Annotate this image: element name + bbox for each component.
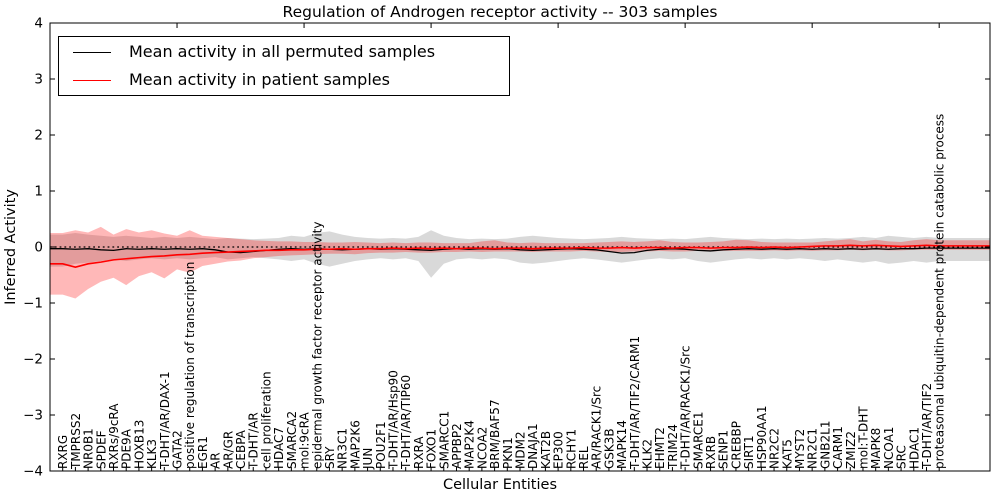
category-label: SMARCA2 [285,411,299,469]
y-axis-label: Inferred Activity [3,189,19,305]
category-label: KLK2 [641,439,655,469]
category-label: CARM1 [831,426,845,469]
category-label: RXRA [412,436,426,469]
category-label: HDAC1 [907,427,921,469]
category-label: CREBBP [729,421,743,469]
category-label: NR3C1 [336,428,350,469]
category-label: MAPK8 [869,428,883,469]
y-tick-label: −3 [23,408,43,424]
y-tick-label: 4 [34,16,43,32]
permuted-line-icon [73,51,111,53]
category-labels: RXRGTMPRSS2NR0B1SPDEFRXRs/9cRAPDE9AHOXB1… [56,114,946,470]
category-label: SRC [895,445,909,469]
category-label: KAT2B [539,431,553,469]
category-label: REL [577,446,591,469]
category-label: EHMT2 [653,427,667,469]
x-axis-label: Cellular Entities [442,477,558,493]
legend-item-patient: Mean activity in patient samples [73,68,509,92]
y-tick-label: 3 [34,72,43,88]
category-label: AR [209,452,223,469]
category-label: HSP90AA1 [755,405,769,469]
category-label: HDAC7 [272,427,286,469]
y-tick-label: 2 [34,128,43,144]
category-label: NR0B1 [82,428,96,469]
category-label: JUN [361,448,375,470]
category-label: APPBP2 [450,423,464,469]
category-label: positive regulation of transcription [183,262,197,469]
category-label: RXRG [56,435,70,469]
category-label: TMPRSS2 [69,413,83,470]
category-label: T-DHT/AR/DAX-1 [158,371,172,470]
y-tick-label: −2 [23,352,43,368]
category-label: RXRs/9cRA [107,403,121,469]
category-label: DNAJA1 [526,423,540,469]
category-label: POU2F1 [374,421,388,469]
category-label: SMARCC1 [437,411,451,469]
legend-item-permuted: Mean activity in all permuted samples [73,40,509,64]
category-label: T-DHT/AR/TIF2/CARM1 [628,336,642,470]
category-label: ZMIZ2 [844,431,858,469]
category-label: T-DHT/AR/TIP60 [399,375,413,470]
category-label: FOXO1 [425,429,439,469]
patient-band [50,226,990,299]
category-label: RCHY1 [564,429,578,469]
category-label: SPDEF [94,430,108,469]
category-label: NR2C2 [768,428,782,469]
category-label: epidermal growth factor receptor activit… [310,222,324,469]
category-label: mol:9cRA [298,412,312,469]
category-label: GNB2L1 [818,421,832,469]
category-label: SENP1 [717,430,731,469]
category-label: T-DHT/AR/TIF2 [920,383,934,470]
category-label: SIRT1 [742,435,756,469]
category-label: MYST2 [793,429,807,469]
legend: Mean activity in all permuted samples Me… [58,36,510,96]
category-label: TRIM24 [666,424,680,470]
category-label: KAT5 [780,439,794,469]
y-tick-label: −4 [23,464,43,480]
category-label: MAP2K6 [348,420,362,469]
category-label: SMARCE1 [691,411,705,469]
category-label: proteasomal ubiquitin-dependent protein … [933,114,947,469]
permuted-band [50,230,990,278]
category-label: KLK3 [145,439,159,469]
category-label: PDE9A [120,428,134,469]
category-label: T-DHT/AR/RACK1/Src [679,346,693,470]
legend-label-permuted: Mean activity in all permuted samples [129,42,436,61]
y-tick-label: 0 [34,240,43,256]
category-label: T-DHT/AR [247,412,261,470]
category-label: NCOA2 [475,427,489,469]
category-label: cell proliferation [259,371,273,469]
y-tick-label: −1 [23,296,43,312]
category-label: EP300 [552,431,566,469]
category-label: GSK3B [602,428,616,469]
category-label: HOXB13 [132,420,146,469]
category-label: BRM/BAF57 [488,399,502,469]
category-label: T-DHT/AR/Hsp90 [386,370,400,470]
y-tick-label: 1 [34,184,43,200]
chart-title: Regulation of Androgen receptor activity… [282,3,718,21]
category-label: EGR1 [196,436,210,469]
patient-line-icon [73,79,111,81]
category-label: GATA2 [171,430,185,469]
category-label: RXRB [704,436,718,469]
category-label: SRY [323,446,337,469]
x-axis-top-ticks [176,23,940,28]
category-label: AR/GR [221,431,235,469]
category-label: MAP2K4 [463,420,477,469]
category-label: NR2C1 [806,428,820,469]
patient-mean-line [50,244,990,268]
category-label: PKN1 [501,437,515,469]
category-label: MDM2 [514,431,528,469]
category-label: AR/RACK1/Src [590,386,604,469]
category-label: MAPK14 [615,420,629,469]
category-label: mol:T-DHT [856,406,870,469]
legend-label-patient: Mean activity in patient samples [129,70,390,89]
category-label: NCOA1 [882,427,896,469]
y-axis-ticks: 4 3 2 1 0 −1 −2 −3 −4 [23,16,990,480]
x-axis-bottom-ticks [62,467,940,471]
category-label: CEBPA [234,429,248,469]
